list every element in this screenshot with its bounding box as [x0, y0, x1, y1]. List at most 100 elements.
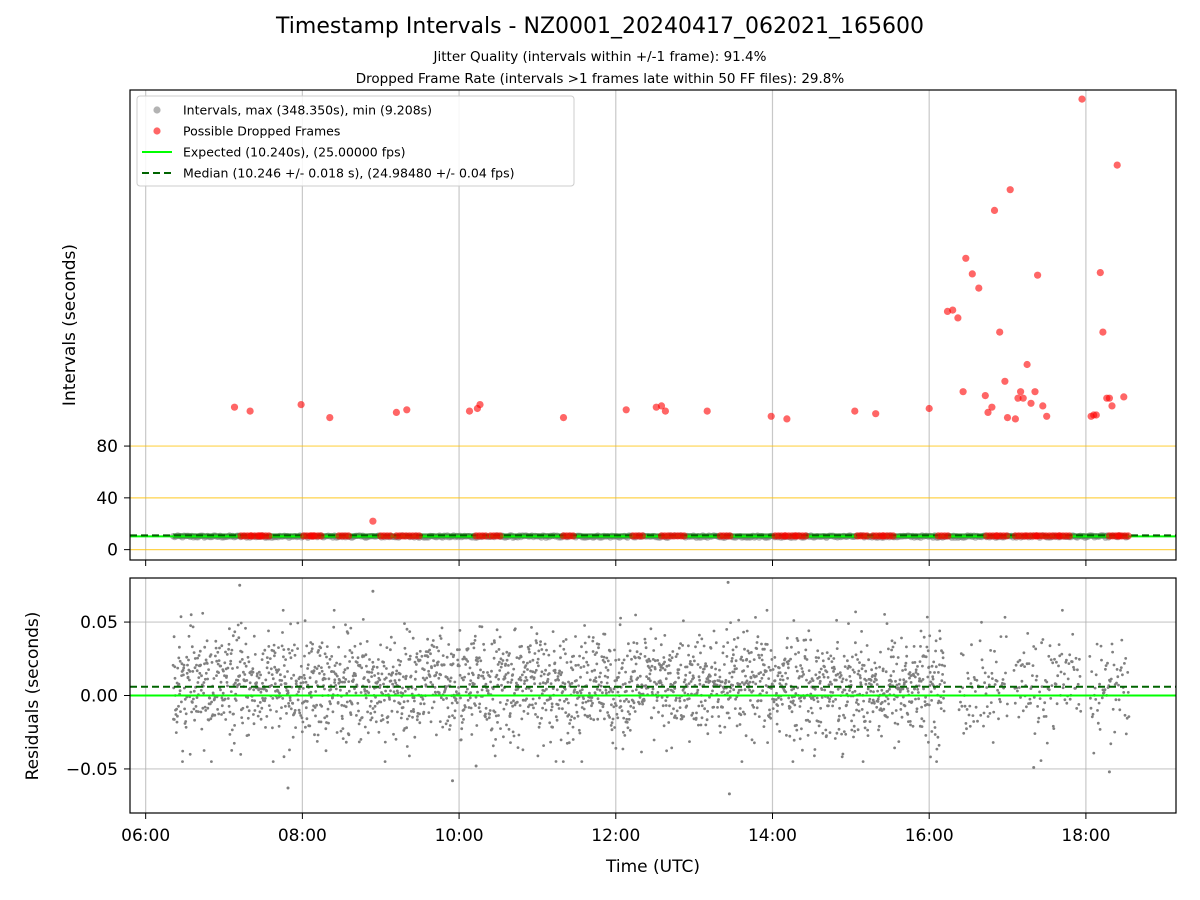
residual-point: [408, 754, 411, 758]
residual-point: [590, 704, 593, 708]
residual-point: [814, 673, 818, 677]
dropped-frame-point: [981, 392, 989, 400]
residual-point: [626, 726, 630, 730]
residual-point: [749, 676, 753, 680]
residual-point: [689, 680, 693, 683]
residual-point: [585, 671, 589, 674]
residual-point: [263, 697, 267, 700]
residual-point: [323, 677, 327, 681]
residual-point: [784, 671, 787, 675]
residual-point: [823, 688, 827, 692]
residual-point: [942, 696, 945, 700]
residual-point: [917, 684, 921, 688]
residual-point: [434, 673, 438, 677]
residual-point: [541, 706, 544, 710]
residual-point: [512, 699, 515, 703]
residual-point: [344, 705, 348, 709]
residual-point: [1040, 641, 1043, 645]
residual-point: [385, 667, 388, 670]
residual-point: [919, 645, 922, 648]
residual-point: [873, 701, 876, 705]
residual-point: [506, 680, 510, 684]
dropped-frame-point: [984, 408, 992, 416]
residual-point: [277, 668, 281, 671]
residual-point: [616, 690, 620, 694]
residual-point: [279, 717, 282, 720]
residual-point: [750, 670, 754, 674]
residual-point: [861, 760, 865, 763]
residual-point: [915, 707, 919, 711]
residual-point: [774, 664, 777, 668]
residual-point: [1006, 702, 1009, 706]
residual-point: [870, 683, 873, 687]
residual-point: [193, 718, 197, 722]
dropped-frame-point: [988, 403, 996, 411]
residual-point: [517, 657, 521, 660]
residual-point: [252, 688, 256, 692]
residual-point: [865, 691, 869, 695]
residual-point: [763, 719, 767, 722]
residual-point: [735, 724, 739, 728]
residual-point: [750, 651, 753, 654]
residual-point: [317, 664, 321, 668]
residual-point: [656, 659, 660, 662]
residual-point: [432, 659, 435, 663]
residual-point: [853, 729, 857, 733]
residual-point: [1013, 701, 1017, 705]
residual-point: [418, 658, 422, 662]
residual-point: [567, 741, 571, 745]
residual-point: [206, 677, 210, 681]
residual-point: [299, 681, 303, 685]
residual-point: [928, 684, 932, 687]
residual-point: [455, 690, 458, 694]
dropped-frame-point: [975, 284, 983, 292]
residual-point: [843, 716, 847, 720]
residual-point: [685, 665, 689, 669]
residual-point: [821, 659, 825, 663]
residual-point: [633, 669, 636, 673]
residual-point: [1119, 668, 1122, 672]
residual-point: [1028, 697, 1032, 701]
residual-point: [376, 672, 380, 675]
residual-point: [225, 653, 229, 656]
residual-point: [985, 705, 989, 708]
residual-point: [596, 697, 600, 701]
residual-point: [1119, 666, 1123, 669]
top-plot-frame: [129, 89, 1177, 561]
residual-point: [875, 705, 879, 709]
residual-point: [193, 666, 197, 670]
residual-point: [673, 714, 677, 718]
residual-point: [344, 623, 347, 627]
residual-point: [753, 741, 756, 745]
residual-point: [543, 642, 547, 646]
residual-point: [221, 691, 225, 695]
residual-point: [573, 716, 576, 720]
residual-point: [792, 699, 795, 703]
residual-point: [1074, 656, 1078, 660]
residual-point: [191, 701, 194, 704]
residual-point: [623, 682, 627, 685]
residual-point: [230, 728, 234, 732]
residual-point: [473, 639, 477, 642]
residual-point: [651, 687, 655, 691]
residual-point: [472, 646, 476, 650]
residual-point: [246, 655, 250, 659]
residual-point: [1095, 642, 1099, 646]
residual-point: [754, 616, 757, 619]
residual-point: [305, 644, 309, 648]
residual-point: [290, 685, 294, 689]
residual-point: [661, 666, 665, 670]
residual-point: [428, 648, 431, 652]
residual-point: [678, 696, 681, 700]
residual-point: [487, 692, 490, 695]
residual-point: [583, 713, 587, 717]
residual-point: [800, 675, 804, 678]
residual-point: [830, 682, 833, 686]
residual-point: [769, 716, 773, 720]
residual-point: [632, 641, 636, 644]
residual-point: [588, 678, 592, 682]
residual-point: [653, 659, 657, 663]
residual-point: [786, 636, 789, 640]
residual-point: [997, 717, 1000, 721]
residual-point: [829, 690, 833, 694]
